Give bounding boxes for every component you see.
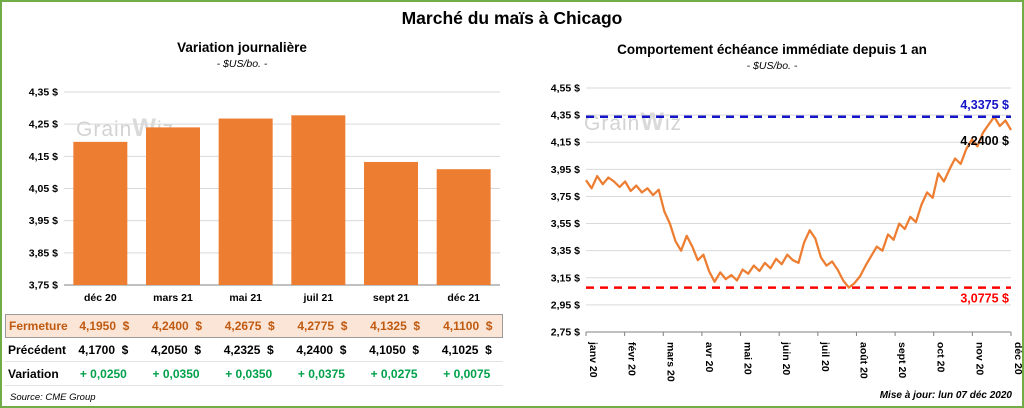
y-tick-label: 3,95 $ xyxy=(551,164,580,176)
table-row-precedent: Précédent 4,1700 $ 4,2050 $ 4,2325 $ 4,2400 … xyxy=(5,338,503,362)
page-title: Marché du maïs à Chicago xyxy=(401,8,623,28)
line-chart-title: Comportement échéance immédiate depuis 1… xyxy=(617,42,927,57)
x-category-label: sept 21 xyxy=(373,292,409,304)
y-tick-label: 4,35 $ xyxy=(29,87,58,99)
bar-chart-title: Variation journalière xyxy=(177,40,307,55)
last-price-label: 4,2400 $ xyxy=(960,134,1009,148)
update-note: Mise à jour: lun 07 déc 2020 xyxy=(879,390,1012,401)
y-tick-label: 3,55 $ xyxy=(551,218,580,230)
high-reference-label: 4,3375 $ xyxy=(960,98,1009,112)
table-cell: 4,1700 $ xyxy=(78,342,129,357)
bar-chart: 4,35 $ 4,25 $ 4,15 $ 4,05 $ 3,95 $ 3,85 $ 3,75… xyxy=(29,87,500,304)
x-category-label: mars 21 xyxy=(153,292,193,304)
x-category-label: déc 20 xyxy=(84,292,117,304)
table-cell: + 0,0075 xyxy=(443,366,491,381)
y-tick-label: 4,15 $ xyxy=(29,151,58,163)
price-line xyxy=(585,115,1012,289)
x-month-label: sept 20 xyxy=(896,342,908,378)
x-month-label: juil 20 xyxy=(819,341,831,372)
low-reference-label: 3,0775 $ xyxy=(960,292,1009,306)
row-label: Précédent xyxy=(8,342,67,357)
table-cell: 4,1325 $ xyxy=(370,319,421,333)
table-cell: 4,1950 $ xyxy=(79,319,130,333)
table-cell: 4,2400 $ xyxy=(296,342,347,357)
table-cell: 4,2775 $ xyxy=(297,319,348,333)
bar xyxy=(364,161,418,285)
table-cell: + 0,0250 xyxy=(79,366,127,381)
y-tick-label: 3,75 $ xyxy=(551,191,580,203)
bar-chart-subtitle: - $US/bo. - xyxy=(216,58,268,70)
x-month-label: févr 20 xyxy=(626,342,638,376)
table-cell: 4,2050 $ xyxy=(151,342,202,357)
x-month-label: nov 20 xyxy=(973,342,985,375)
y-tick-label: 3,15 $ xyxy=(551,272,580,284)
y-tick-label: 3,75 $ xyxy=(29,280,58,292)
y-tick-label: 2,75 $ xyxy=(551,327,580,339)
bar xyxy=(146,127,200,285)
source-note: Source: CME Group xyxy=(10,392,96,403)
table-cell: + 0,0350 xyxy=(225,366,273,381)
row-label: Variation xyxy=(8,366,59,381)
bar xyxy=(73,141,128,285)
y-tick-label: 4,05 $ xyxy=(29,183,58,195)
x-category-label: juil 21 xyxy=(302,292,333,304)
bar xyxy=(436,169,491,285)
y-tick-label: 4,25 $ xyxy=(29,119,58,131)
line-chart-subtitle: - $US/bo. - xyxy=(746,60,798,72)
table-cell: + 0,0350 xyxy=(152,366,200,381)
x-month-label: janv 20 xyxy=(587,341,599,378)
y-tick-label: 2,95 $ xyxy=(551,299,580,311)
x-month-label: déc 20 xyxy=(1012,342,1022,375)
y-tick-label: 3,95 $ xyxy=(29,215,58,227)
table-row-fermeture: Fermeture 4,1950 $ 4,2400 $ 4,2675 $ 4,2775 … xyxy=(5,314,503,338)
y-tick-label: 4,55 $ xyxy=(551,83,580,95)
x-month-label: août 20 xyxy=(857,342,869,379)
table-cell: 4,1100 $ xyxy=(443,319,493,333)
x-category-label: mai 21 xyxy=(229,292,262,304)
table-cell: + 0,0275 xyxy=(370,366,418,381)
line-chart: 4,55 $ 4,35 $ 4,15 $ 3,95 $ 3,75 $ 3,55 $ 3,35… xyxy=(551,83,1022,382)
y-tick-label: 3,85 $ xyxy=(29,247,58,259)
table-row-variation: Variation + 0,0250 + 0,0350 + 0,0350 + 0,037… xyxy=(5,362,503,386)
bar xyxy=(291,115,346,285)
x-month-label: juin 20 xyxy=(780,341,792,375)
y-tick-label: 4,15 $ xyxy=(551,137,580,149)
table-cell: 4,1025 $ xyxy=(441,342,492,357)
x-month-label: oct 20 xyxy=(935,342,947,373)
bar xyxy=(218,118,273,285)
x-category-label: déc 21 xyxy=(447,292,480,304)
row-label: Fermeture xyxy=(9,319,68,333)
price-table: Fermeture 4,1950 $ 4,2400 $ 4,2675 $ 4,2775 … xyxy=(5,314,503,386)
table-cell: + 0,0375 xyxy=(297,366,345,381)
table-cell: 4,2675 $ xyxy=(224,319,275,333)
y-tick-label: 4,35 $ xyxy=(551,110,580,122)
table-cell: 4,1050 $ xyxy=(369,342,420,357)
x-month-label: mai 20 xyxy=(742,342,754,375)
y-tick-label: 3,35 $ xyxy=(551,245,580,257)
table-cell: 4,2325 $ xyxy=(223,342,274,357)
x-month-label: mars 20 xyxy=(664,342,676,382)
table-cell: 4,2400 $ xyxy=(152,319,203,333)
x-month-label: avr 20 xyxy=(703,342,715,373)
